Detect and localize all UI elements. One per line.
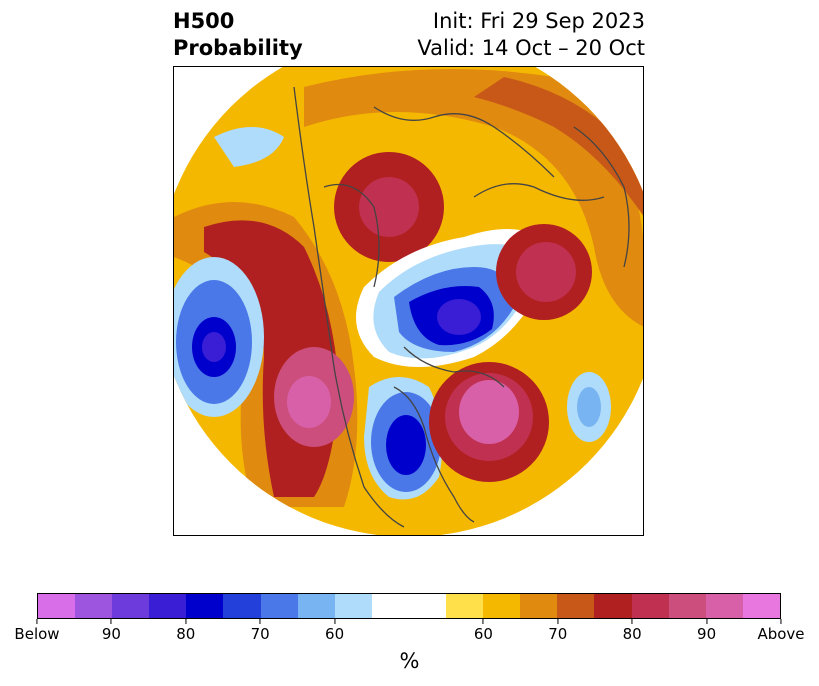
colorbar-segment	[705, 594, 743, 618]
colorbar-tick-mark	[482, 619, 484, 624]
colorbar-tick-text: 70	[250, 625, 270, 643]
colorbar-tick-mark	[631, 619, 633, 624]
colorbar-segment	[334, 594, 372, 618]
north-high-2	[359, 177, 419, 237]
colorbar-tick-text: 70	[548, 625, 568, 643]
colorbar-tick-mark	[334, 619, 336, 624]
ridge-high-2	[287, 376, 331, 428]
colorbar-segment	[149, 594, 187, 618]
init-time: Init: Fri 29 Sep 2023	[432, 9, 645, 33]
probability-field	[174, 67, 643, 535]
map-panel	[173, 66, 644, 536]
colorbar-segment	[668, 594, 706, 618]
warm-belt-core	[474, 77, 643, 217]
warm-belt-north	[304, 69, 643, 327]
probability-map	[174, 67, 643, 535]
east-high-2	[516, 242, 576, 302]
colorbar-tick-label: 80	[176, 619, 195, 643]
colorbar-tick-label: 70	[251, 619, 270, 643]
colorbar-tick-label: Above	[757, 619, 805, 643]
colorbar-segment	[408, 594, 447, 618]
title-product: Probability	[173, 36, 303, 60]
colorbar-tick-text: 80	[176, 625, 196, 643]
title-left: H500 Probability	[173, 8, 303, 62]
colorbar-segment	[594, 594, 632, 618]
colorbar-segment	[557, 594, 595, 618]
colorbar-tick-label: 60	[474, 619, 493, 643]
colorbar-tick-text: 90	[697, 625, 717, 643]
atl-high-3	[459, 380, 519, 444]
colorbar-segment	[631, 594, 669, 618]
colorbar-tick-text: Below	[14, 625, 60, 643]
colorbar-tick-text: 80	[622, 625, 642, 643]
colorbar-tick-mark	[185, 619, 187, 624]
colorbar-ticks: Below 90 80 70 60 60 70 80 90 Above	[14, 619, 805, 643]
polar-trough-4	[437, 299, 481, 335]
colorbar-segment	[742, 594, 780, 618]
colorbar-segment	[112, 594, 150, 618]
title-right: Init: Fri 29 Sep 2023 Valid: 14 Oct – 20…	[417, 8, 645, 62]
colorbar-segment	[186, 594, 224, 618]
title-variable: H500	[173, 9, 235, 33]
colorbar-tick-label: 90	[102, 619, 121, 643]
colorbar-tick-text: 60	[473, 625, 493, 643]
colorbar-tick-text: Above	[757, 625, 805, 643]
colorbar-segment	[38, 594, 76, 618]
colorbar-tick-text: 60	[325, 625, 345, 643]
colorbar-tick-label: 60	[325, 619, 344, 643]
trough-pacific-4	[202, 332, 226, 362]
colorbar-segment	[297, 594, 335, 618]
colorbar-tick-text: 90	[101, 625, 121, 643]
valid-period: Valid: 14 Oct – 20 Oct	[417, 36, 645, 60]
colorbar-segment	[371, 594, 409, 618]
colorbar-tick-mark	[110, 619, 112, 624]
coastlines	[293, 86, 630, 528]
colorbar-tick-label: 90	[697, 619, 716, 643]
colorbar-tick-mark	[557, 619, 559, 624]
colorbar-tick-label: Below	[14, 619, 60, 643]
colorbar-unit-label: %	[399, 649, 420, 673]
colorbar-tick-mark	[780, 619, 782, 624]
colorbar-tick-mark	[36, 619, 38, 624]
colorbar-segment	[75, 594, 113, 618]
east-atl-trough-2	[577, 387, 601, 427]
colorbar-segment	[520, 594, 558, 618]
colorbar-segment	[260, 594, 298, 618]
colorbar-tick-mark	[706, 619, 708, 624]
colorbar-segment	[223, 594, 261, 618]
colorbar-segment	[483, 594, 521, 618]
colorbar-tick-label: 80	[623, 619, 642, 643]
na-trough-3	[386, 415, 426, 475]
colorbar-segment	[446, 594, 484, 618]
colorbar-tick-mark	[259, 619, 261, 624]
colorbar-tick-label: 70	[548, 619, 567, 643]
cold-cap-nw	[214, 127, 284, 167]
colorbar	[37, 593, 781, 619]
